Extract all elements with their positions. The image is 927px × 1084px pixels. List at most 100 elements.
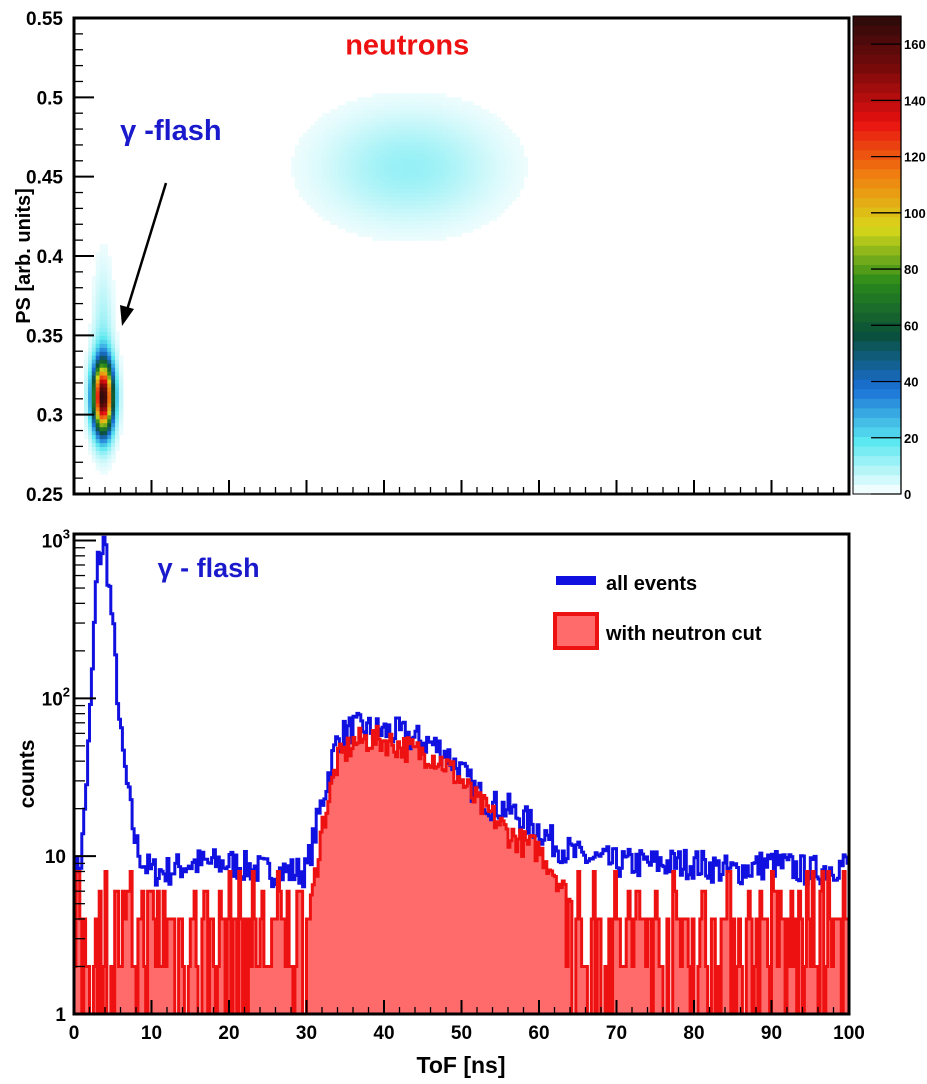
heatmap-cell <box>457 141 463 146</box>
heatmap-cell <box>403 117 408 122</box>
heatmap-cell <box>322 125 327 130</box>
neutrons-annotation: neutrons <box>345 29 469 61</box>
heatmap-cell <box>508 156 513 162</box>
heatmap-cell <box>353 105 358 110</box>
heatmap-cell <box>103 315 108 321</box>
heatmap-cell <box>88 418 93 424</box>
heatmap-cell <box>391 125 397 130</box>
heatmap-cell <box>368 137 373 142</box>
heatmap-cell <box>407 172 412 178</box>
color-scale-band <box>853 235 901 246</box>
heatmap-cell <box>356 160 362 166</box>
heatmap-cell <box>345 208 350 213</box>
heatmap-cell <box>310 172 315 178</box>
heatmap-cell <box>103 291 108 297</box>
heatmap-cell <box>438 152 443 158</box>
heatmap-cell <box>364 129 370 134</box>
heatmap-cell <box>446 192 451 198</box>
heatmap-cell <box>318 192 323 198</box>
heatmap-cell <box>415 105 420 110</box>
heatmap-cell <box>99 442 105 447</box>
heatmap-cell <box>477 129 482 134</box>
heatmap-cell <box>91 434 97 440</box>
heatmap-cell <box>387 204 393 209</box>
heatmap-cell <box>329 125 335 130</box>
heatmap-cell <box>488 156 494 162</box>
heatmap-cell <box>111 307 116 313</box>
heatmap-cell <box>356 228 362 233</box>
heatmap-cell <box>376 121 381 126</box>
heatmap-cell <box>306 164 311 170</box>
heatmap-cell <box>469 200 474 206</box>
heatmap-cell <box>380 152 385 158</box>
heatmap-cell <box>407 212 412 217</box>
heatmap-cell <box>461 109 466 114</box>
heatmap-cell <box>446 188 451 194</box>
heatmap-cell <box>453 232 459 237</box>
heatmap-cell <box>484 133 490 138</box>
heatmap-cell <box>511 168 517 174</box>
heatmap-cell <box>508 200 513 206</box>
heatmap-cell <box>449 121 455 126</box>
heatmap-cell <box>442 188 447 194</box>
heatmap-cell <box>484 109 490 114</box>
heatmap-cell <box>391 228 397 233</box>
heatmap-cell <box>356 144 362 150</box>
heatmap-cell <box>391 184 397 190</box>
heatmap-cell <box>364 228 370 233</box>
heatmap-cell <box>107 390 112 396</box>
heatmap-cell <box>91 379 97 384</box>
heatmap-cell <box>115 371 120 376</box>
heatmap-cell <box>453 152 459 158</box>
heatmap-cell <box>434 97 439 102</box>
heatmap-cell <box>492 125 497 130</box>
heatmap-cell <box>298 141 304 146</box>
heatmap-cell <box>418 156 424 162</box>
heatmap-cell <box>500 180 505 186</box>
heatmap-cell <box>111 279 116 285</box>
heatmap-cell <box>360 208 366 213</box>
heatmap-cell <box>302 141 308 146</box>
heatmap-cell <box>415 113 420 118</box>
heatmap-cell <box>426 200 432 206</box>
heatmap-cell <box>91 347 97 352</box>
color-scale-band <box>853 398 901 409</box>
heatmap-cell <box>95 390 101 396</box>
heatmap-cell <box>353 228 358 233</box>
heatmap-cell <box>88 426 93 432</box>
heatmap-cell <box>391 105 397 110</box>
heatmap-cell <box>508 141 513 146</box>
heatmap-cell <box>434 196 439 202</box>
heatmap-cell <box>430 93 435 98</box>
heatmap-y-ticks: 0.250.30.350.40.450.50.55 <box>26 9 94 506</box>
heatmap-cell <box>449 196 455 202</box>
heatmap-cell <box>442 176 447 182</box>
heatmap-cell <box>446 144 451 150</box>
heatmap-cell <box>391 204 397 209</box>
heatmap-cell <box>477 148 482 154</box>
heatmap-cell <box>91 343 97 348</box>
heatmap-cell <box>426 188 432 194</box>
heatmap-cell <box>480 184 486 190</box>
heatmap-cell <box>473 164 478 170</box>
heatmap-cell <box>84 355 89 360</box>
heatmap-cell <box>88 327 93 332</box>
heatmap-cell <box>95 406 101 412</box>
heatmap-cell <box>496 152 501 158</box>
heatmap-cell <box>107 275 112 281</box>
heatmap-cell <box>380 125 385 130</box>
histogram-x-tick-label: 0 <box>69 1023 80 1044</box>
heatmap-cell <box>415 129 420 134</box>
heatmap-cell <box>368 133 373 138</box>
heatmap-cell <box>415 216 420 221</box>
heatmap-cell <box>376 204 381 209</box>
heatmap-cell <box>111 315 116 321</box>
heatmap-cell <box>415 172 420 178</box>
color-scale-tick-label: 160 <box>904 37 926 52</box>
heatmap-cell <box>302 168 308 174</box>
histogram-x-tick-label: 30 <box>296 1023 317 1044</box>
heatmap-cell <box>329 117 335 122</box>
heatmap-cell <box>376 93 381 98</box>
heatmap-cell <box>438 113 443 118</box>
heatmap-cell <box>103 394 108 400</box>
